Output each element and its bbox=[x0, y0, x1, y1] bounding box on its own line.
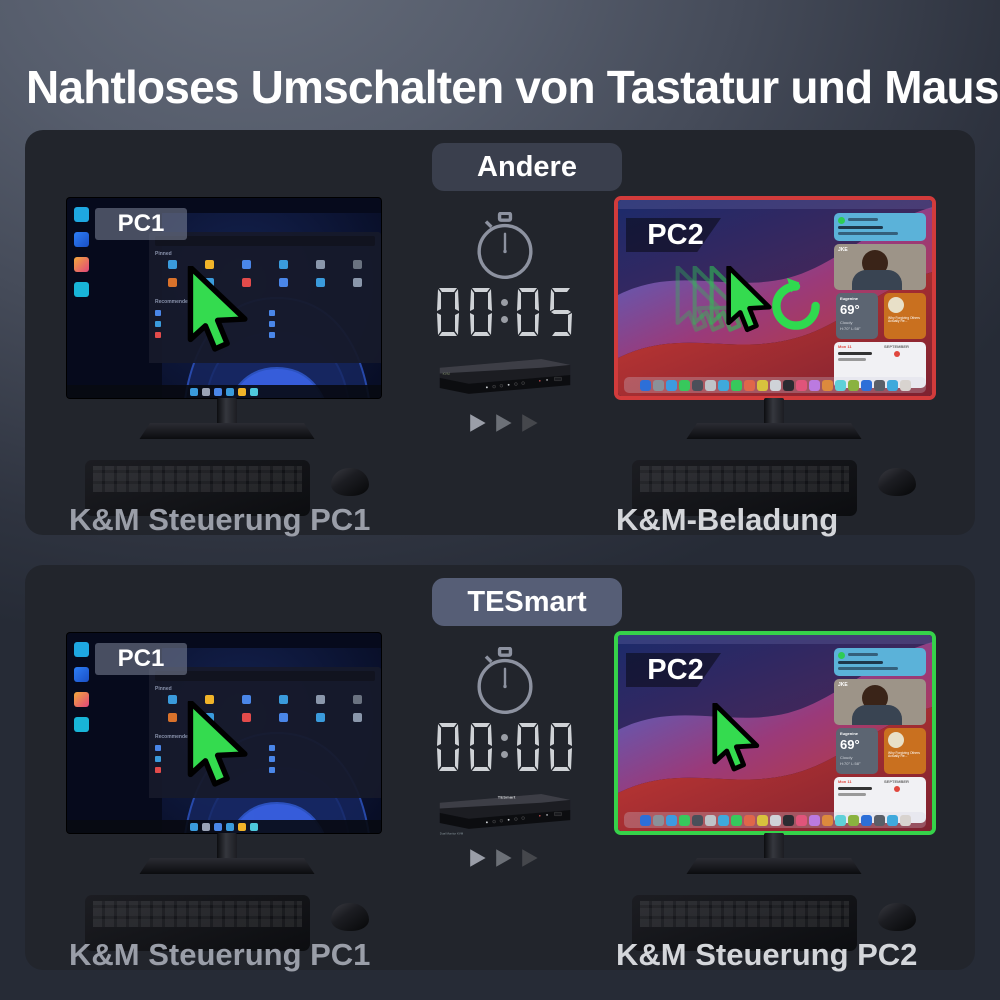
svg-text:TESmart: TESmart bbox=[497, 794, 515, 799]
svg-text:KVM: KVM bbox=[442, 372, 449, 376]
svg-text:Dual Monitor KVM: Dual Monitor KVM bbox=[439, 832, 463, 836]
